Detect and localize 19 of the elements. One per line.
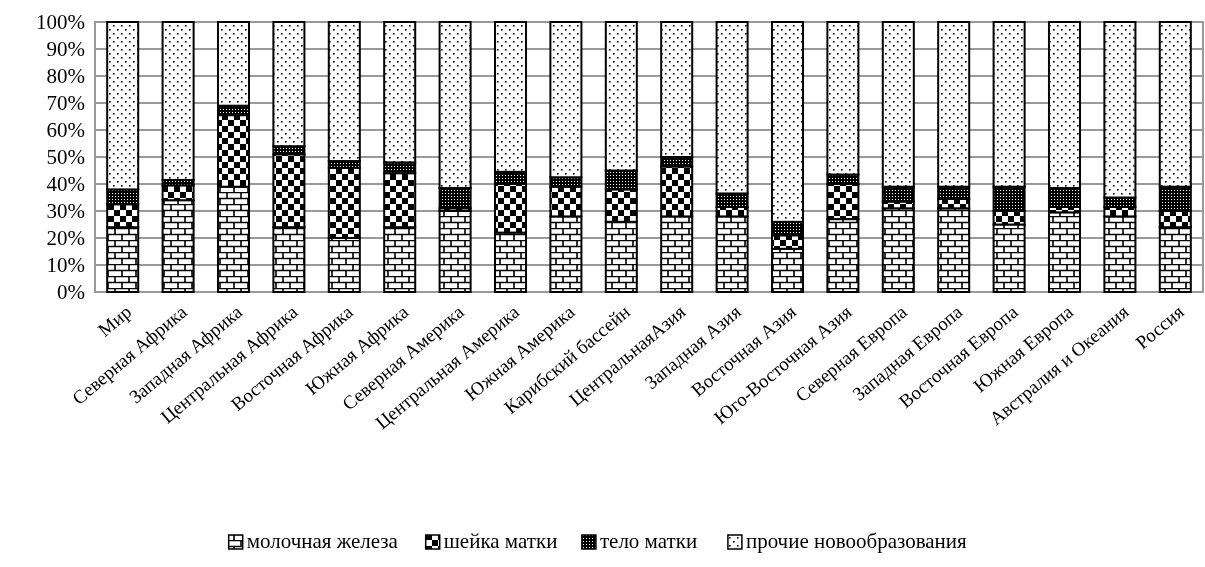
legend-label: прочие новообразования (745, 529, 968, 553)
bar (1047, 211, 1082, 293)
bar (438, 210, 472, 293)
bar (881, 207, 915, 293)
y-tick-label: 100% (36, 10, 85, 35)
legend-label: молочная железа (246, 529, 399, 553)
y-tick-label: 80% (46, 64, 85, 89)
y-tick-label: 90% (46, 37, 85, 62)
y-tick-label: 70% (46, 91, 85, 116)
legend-label: шейка матки (443, 529, 558, 553)
y-tick-label: 20% (46, 226, 85, 251)
y-tick-label: 10% (46, 253, 85, 278)
x-tick-label: Мир (93, 300, 136, 341)
y-tick-label: 50% (46, 145, 85, 170)
legend-label: тело матки (599, 529, 698, 553)
y-tick-label: 0% (57, 280, 85, 305)
y-tick-label: 30% (46, 199, 85, 224)
y-tick-label: 60% (46, 118, 85, 143)
y-tick-label: 40% (46, 172, 85, 197)
